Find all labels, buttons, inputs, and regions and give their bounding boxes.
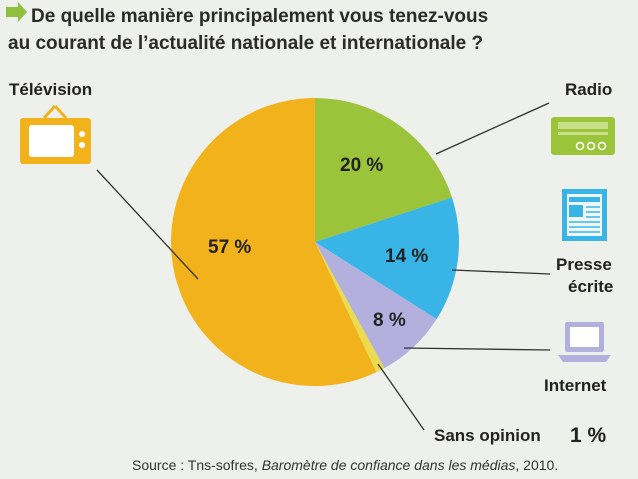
laptop-icon xyxy=(558,322,611,362)
data-label-television: 57 % xyxy=(208,237,251,258)
source-prefix: Source : Tns-sofres, xyxy=(132,457,262,473)
leader-line-television xyxy=(96,169,199,280)
data-label-radio: 20 % xyxy=(340,155,383,176)
data-label-sans-opinion: 1 % xyxy=(570,424,607,447)
pie-slice-internet xyxy=(315,242,437,369)
category-label-sans-opinion: Sans opinion xyxy=(434,426,541,445)
pie-slices xyxy=(171,98,459,386)
source-title: Baromètre de confiance dans les médias xyxy=(262,457,516,473)
category-label-television: Télévision xyxy=(9,80,92,99)
source-suffix: , 2010. xyxy=(515,457,558,473)
category-label-internet: Internet xyxy=(544,376,607,395)
data-label-presse: 14 % xyxy=(385,246,428,267)
category-label-presse-2: écrite xyxy=(568,277,613,296)
title-line-2: au courant de l’actualité nationale et i… xyxy=(8,33,483,54)
arrow-icon xyxy=(6,2,27,22)
data-label-internet: 8 % xyxy=(373,310,406,331)
source-note: Source : Tns-sofres, Baromètre de confia… xyxy=(132,457,558,473)
television-icon xyxy=(20,104,91,164)
radio-icon xyxy=(551,117,615,155)
leader-line-radio xyxy=(435,102,550,155)
leader-line-sans-opinion xyxy=(377,363,425,431)
chart-title: De quelle manière principalement vous te… xyxy=(6,2,488,54)
leader-line-internet xyxy=(403,347,551,351)
newspaper-icon xyxy=(562,189,607,241)
title-line-1: De quelle manière principalement vous te… xyxy=(31,6,488,27)
pie-slice-television xyxy=(171,98,377,386)
pie-slice-presse-ecrite xyxy=(315,197,459,320)
leader-line-presse xyxy=(451,269,551,275)
pie-slice-radio xyxy=(315,98,452,242)
pie-slice-sans-opinion xyxy=(315,242,385,373)
category-label-radio: Radio xyxy=(565,80,612,99)
category-label-presse-1: Presse xyxy=(556,255,612,274)
